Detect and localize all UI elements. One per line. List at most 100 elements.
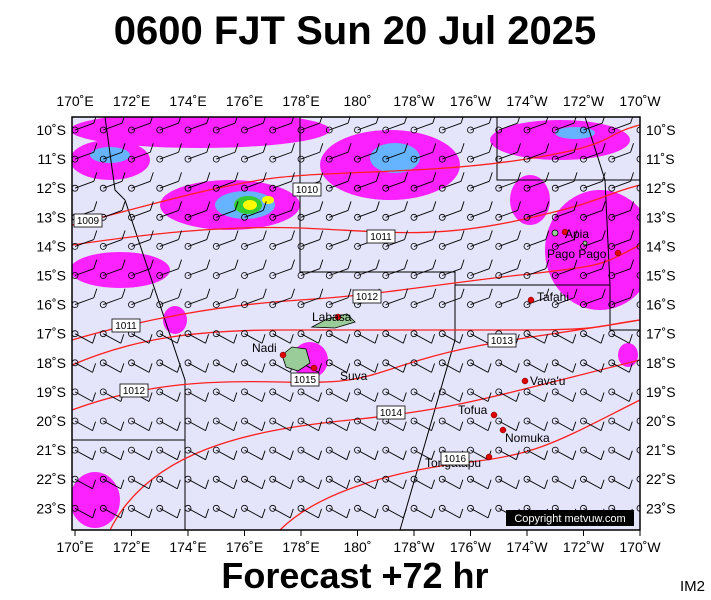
barb-station [495,126,503,134]
forecast-caption: Forecast +72 hr [221,555,488,596]
wind-barb [495,388,520,402]
wind-barb [467,201,493,221]
wind-barb [410,417,435,431]
barb-station [410,184,418,192]
barb-station [128,359,135,367]
barb-station [551,475,559,483]
wind-barb [156,259,182,279]
wind-barb [241,330,266,344]
map-frame [71,116,641,531]
wind-barb [636,475,640,483]
lon-label-top: 178˚E [282,93,319,109]
barb-station [636,272,640,279]
barb-station [241,301,248,309]
barb-feather [630,172,634,182]
barb-staff [357,180,377,189]
barb-station [467,184,474,192]
barb-staff [357,420,376,431]
barb-station [551,417,559,425]
barb-feather [291,230,295,240]
barb-staff [159,210,179,218]
barb-feather [233,392,238,402]
barb-staff [357,449,376,461]
barb-feather [573,201,578,211]
barb-station [72,272,79,279]
barb-station [212,272,220,279]
barb-feather [404,201,408,211]
barb-staff [216,210,236,218]
barb-staff [442,478,461,490]
lon-label-top: 174˚W [506,93,548,109]
map-area [72,117,640,530]
image-code: IM2 [680,578,705,595]
barb-station [410,359,418,367]
barb-station [467,475,474,483]
barb-feather [262,201,267,211]
barb-feather [205,421,209,431]
barb-station [99,184,107,192]
wind-barb [212,417,238,431]
barb-staff [272,239,292,247]
wind-barb [410,230,437,250]
barb-station [297,213,305,221]
barb-staff [357,333,376,344]
barb-station [72,301,79,308]
lat-label-right: 12˚S [646,180,676,196]
barb-staff [498,239,518,247]
barb-station [99,242,107,250]
barb-station [297,272,305,279]
wind-barb [72,504,96,519]
lat-label-right: 13˚S [646,209,676,225]
barb-feather [601,201,606,211]
barb-station [467,126,474,134]
barb-station [523,417,531,425]
barb-station [354,359,361,367]
barb-station [212,213,220,221]
barb-staff [272,210,292,218]
barb-feather [206,201,211,211]
barb-feather [432,230,437,240]
wind-barb [72,172,98,192]
barb-staff [385,210,405,218]
barb-station [608,213,616,221]
barb-staff [272,180,292,189]
barb-staff [583,151,603,160]
barb-station [636,155,640,163]
barb-feather [488,172,493,182]
lat-label-left: 20˚S [36,413,66,429]
barb-feather [431,334,435,344]
barb-feather [545,259,550,269]
barb-feather [628,479,633,489]
barb-feather [346,450,351,460]
barb-feather [573,259,578,269]
barb-station [608,301,616,309]
barb-staff [329,180,349,189]
barb-feather [545,143,550,153]
barb-station [382,388,390,396]
barb-station [580,126,587,134]
wind-barb [212,359,238,373]
barb-feather [149,172,154,182]
wind-barb [128,330,153,344]
wind-barb [495,446,520,461]
place-name: Pago Pago [547,247,607,261]
wind-barb [269,172,295,192]
barb-staff [187,478,206,490]
barb-feather [178,201,182,211]
barb-station [580,301,587,309]
barb-feather [234,201,239,211]
barb-staff [103,507,122,519]
barb-station [269,504,277,512]
barb-feather [601,143,606,153]
wind-barb [410,359,435,373]
barb-station [128,184,135,192]
barb-feather [233,450,238,460]
lon-label-bottom: 174˚W [506,539,548,555]
barb-feather [92,508,96,519]
wind-barb [608,259,634,279]
barb-feather [544,450,548,460]
barb-staff [103,297,123,306]
barb-staff [131,420,150,431]
barb-staff [244,362,263,373]
barb-staff [611,268,631,276]
